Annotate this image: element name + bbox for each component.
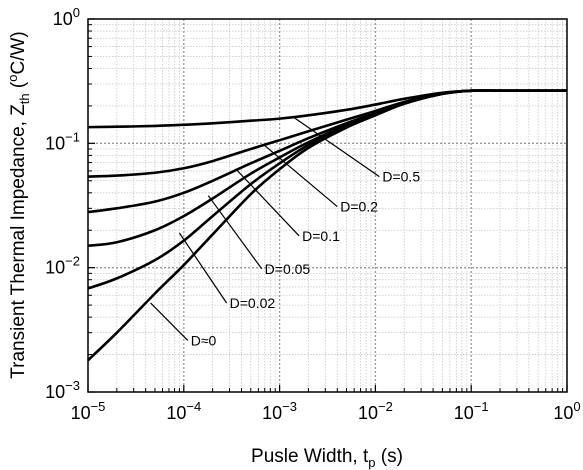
- tick-label-layer: 10−5 10−4 10−3 10−2 10−1 100 10−3 10−2 10−1 100: [45, 5, 580, 423]
- x-axis-title: Pusle Width, tp (s): [251, 446, 403, 470]
- x-tick-label: 10−3: [262, 399, 297, 423]
- x-tick-label: 10−2: [358, 399, 393, 423]
- y-tick-label: 100: [53, 5, 80, 29]
- y-tick-label: 10−2: [45, 254, 80, 278]
- annotation-leader-line: [264, 145, 338, 208]
- annotation-leader-line: [150, 302, 189, 341]
- x-tick-label: 10−5: [71, 399, 106, 423]
- curve-label: D=0.1: [302, 228, 340, 244]
- curve-label: D=0.05: [265, 261, 311, 277]
- curve-label: D=0.5: [382, 169, 420, 185]
- annotation-leader-line: [207, 195, 263, 270]
- y-tick-label: 10−3: [45, 378, 80, 402]
- annotation-leader-line: [178, 232, 228, 304]
- series-layer: [87, 89, 567, 362]
- y-tick-label: 10−1: [45, 129, 80, 153]
- minor-grid: [88, 19, 567, 392]
- plot-frame: [87, 18, 568, 393]
- series-line: [87, 89, 567, 362]
- series-line: [87, 89, 567, 214]
- annotation-leader-line: [293, 116, 380, 178]
- major-grid: [88, 19, 567, 392]
- y-axis-title: Transient Thermal Impedance, Zth (oC/W): [5, 31, 32, 379]
- annotation-leader-line: [235, 168, 300, 237]
- x-tick-label: 10−1: [454, 399, 489, 423]
- x-tick-label: 10−4: [166, 399, 201, 423]
- x-tick-label: 100: [553, 399, 580, 423]
- curve-label: D=0.2: [340, 199, 378, 215]
- series-line: [87, 89, 567, 129]
- annotation-layer: D=0.5D=0.2D=0.1 D=0.05 D=0.02 D≈0: [150, 116, 420, 348]
- series-line: [87, 89, 567, 290]
- curve-label: D≈0: [191, 332, 217, 348]
- curve-label: D=0.02: [230, 295, 276, 311]
- axis-ticks: [87, 18, 568, 393]
